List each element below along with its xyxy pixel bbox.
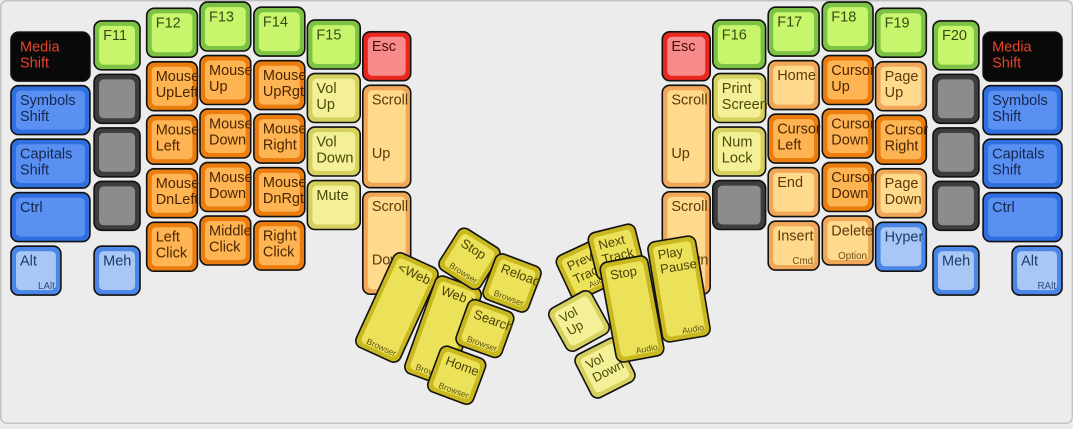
svg-text:F13: F13: [209, 9, 234, 25]
svg-text:Page: Page: [885, 69, 919, 85]
svg-text:UpLeft: UpLeft: [156, 85, 199, 101]
svg-text:Shift: Shift: [992, 109, 1021, 125]
svg-text:RAlt: RAlt: [1037, 281, 1056, 292]
svg-text:Down: Down: [209, 132, 246, 148]
svg-text:Left: Left: [156, 230, 180, 246]
svg-text:Left: Left: [777, 138, 801, 154]
svg-text:Right: Right: [885, 139, 919, 155]
svg-text:F16: F16: [722, 27, 747, 43]
svg-text:Meh: Meh: [103, 254, 131, 270]
svg-text:Left: Left: [156, 139, 180, 155]
svg-text:Vol: Vol: [316, 81, 336, 97]
svg-text:Mouse: Mouse: [209, 116, 253, 132]
svg-text:Print: Print: [722, 81, 752, 97]
svg-text:UpRgt: UpRgt: [263, 84, 304, 100]
svg-text:Mouse: Mouse: [156, 176, 200, 192]
svg-text:Up: Up: [885, 85, 904, 101]
svg-text:Insert: Insert: [777, 229, 813, 245]
svg-text:Home: Home: [777, 68, 816, 84]
svg-text:F15: F15: [316, 27, 341, 43]
svg-text:Ctrl: Ctrl: [20, 200, 43, 216]
svg-text:Shift: Shift: [20, 163, 49, 179]
svg-text:Mouse: Mouse: [263, 68, 307, 84]
svg-text:Down: Down: [316, 150, 353, 166]
svg-text:Scroll: Scroll: [671, 199, 707, 215]
svg-text:F17: F17: [777, 15, 802, 31]
svg-text:Click: Click: [209, 239, 241, 255]
svg-text:F19: F19: [885, 16, 910, 32]
svg-text:End: End: [777, 175, 803, 191]
svg-text:Shift: Shift: [20, 56, 49, 72]
svg-text:F18: F18: [831, 9, 856, 25]
svg-text:Shift: Shift: [20, 109, 49, 125]
svg-text:Media: Media: [992, 40, 1032, 56]
svg-text:Up: Up: [209, 79, 228, 95]
svg-text:LAlt: LAlt: [38, 281, 55, 292]
svg-text:Capitals: Capitals: [992, 147, 1044, 163]
svg-text:Shift: Shift: [992, 56, 1021, 72]
svg-text:Cursor: Cursor: [831, 170, 875, 186]
svg-text:F12: F12: [156, 16, 181, 32]
svg-text:Esc: Esc: [671, 39, 695, 55]
svg-text:Right: Right: [263, 138, 297, 154]
svg-text:Cursor: Cursor: [831, 63, 875, 79]
svg-text:F11: F11: [103, 28, 127, 44]
svg-text:Shift: Shift: [992, 163, 1021, 179]
svg-text:Mouse: Mouse: [263, 175, 307, 191]
svg-text:F14: F14: [263, 15, 288, 31]
svg-text:Alt: Alt: [20, 254, 37, 270]
svg-text:Num: Num: [722, 134, 753, 150]
svg-text:Cmd: Cmd: [792, 256, 813, 267]
svg-text:Down: Down: [885, 192, 922, 208]
svg-text:Cursor: Cursor: [885, 123, 929, 139]
svg-text:Mouse: Mouse: [156, 69, 200, 85]
svg-text:Click: Click: [263, 245, 295, 261]
svg-text:Down: Down: [209, 186, 246, 202]
svg-text:Scroll: Scroll: [372, 199, 408, 215]
svg-text:Scroll: Scroll: [372, 93, 408, 109]
svg-text:Media: Media: [20, 40, 60, 56]
svg-text:Screen: Screen: [722, 97, 768, 113]
svg-text:Mouse: Mouse: [209, 63, 253, 79]
svg-text:Delete: Delete: [831, 223, 873, 239]
svg-text:Down: Down: [831, 186, 868, 202]
svg-text:Lock: Lock: [722, 150, 753, 166]
svg-text:Page: Page: [885, 176, 919, 192]
svg-text:Esc: Esc: [372, 39, 396, 55]
svg-text:Scroll: Scroll: [671, 93, 707, 109]
svg-text:Option: Option: [838, 251, 867, 262]
svg-text:DnRgt: DnRgt: [263, 191, 304, 207]
svg-text:Mouse: Mouse: [209, 170, 253, 186]
svg-text:Down: Down: [831, 132, 868, 148]
svg-text:Cursor: Cursor: [777, 122, 821, 138]
svg-text:Mute: Mute: [316, 188, 348, 204]
svg-text:Up: Up: [316, 97, 335, 113]
svg-text:Symbols: Symbols: [20, 93, 76, 109]
svg-text:Capitals: Capitals: [20, 147, 72, 163]
svg-text:Middle: Middle: [209, 223, 252, 239]
svg-text:Up: Up: [831, 79, 850, 95]
svg-text:Mouse: Mouse: [263, 122, 307, 138]
svg-text:DnLeft: DnLeft: [156, 192, 199, 208]
svg-text:Meh: Meh: [942, 254, 970, 270]
svg-text:Ctrl: Ctrl: [992, 200, 1015, 216]
svg-text:F20: F20: [942, 28, 967, 44]
svg-text:Click: Click: [156, 246, 188, 262]
svg-text:Symbols: Symbols: [992, 93, 1048, 109]
svg-text:Up: Up: [671, 146, 690, 162]
svg-text:Right: Right: [263, 229, 297, 245]
svg-text:Alt: Alt: [1021, 254, 1038, 270]
svg-text:Hyper: Hyper: [885, 230, 924, 246]
svg-text:Mouse: Mouse: [156, 123, 200, 139]
svg-text:Cursor: Cursor: [831, 116, 875, 132]
svg-text:Up: Up: [372, 146, 391, 162]
svg-text:Vol: Vol: [316, 134, 336, 150]
